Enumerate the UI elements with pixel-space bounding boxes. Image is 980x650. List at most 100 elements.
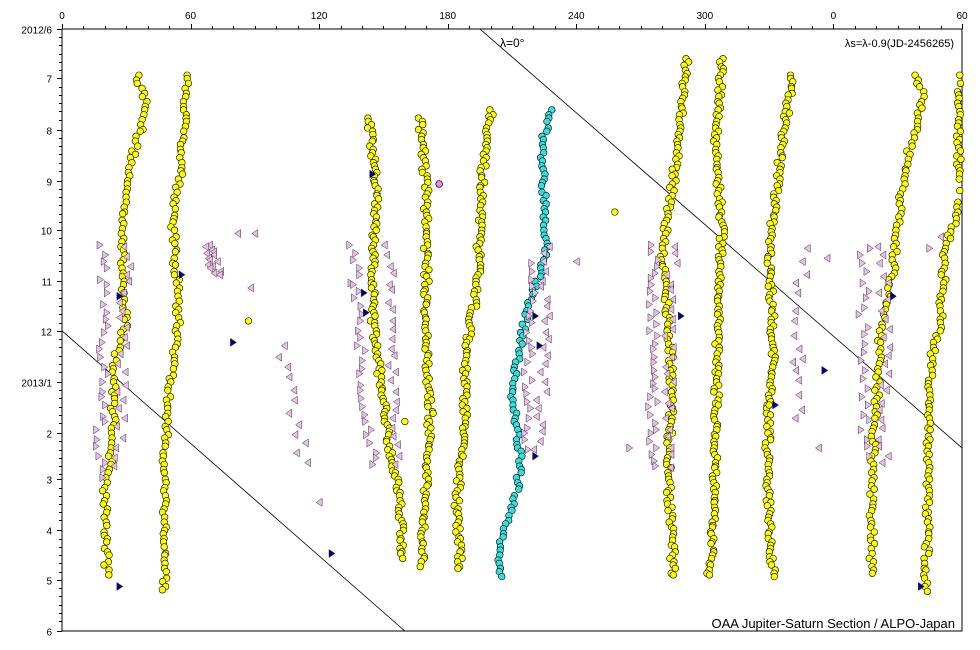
- data-point-triangle: [384, 298, 392, 308]
- data-point-triangle: [93, 441, 100, 451]
- data-point-triangle: [99, 473, 107, 483]
- data-point: [926, 426, 934, 434]
- y-tick-label: 11: [42, 278, 53, 289]
- data-point-triangle: [880, 271, 887, 281]
- data-point: [424, 403, 432, 411]
- data-point-triangle: [859, 278, 867, 288]
- data-point-triangle: [361, 410, 369, 420]
- x-tick-label: 60: [185, 11, 197, 22]
- data-point-triangle: [666, 425, 673, 435]
- data-point: [669, 571, 677, 579]
- data-point-triangle: [384, 360, 392, 370]
- data-point: [872, 373, 880, 381]
- data-point: [499, 533, 507, 541]
- data-point-triangle: [355, 286, 363, 296]
- data-point-triangle: [290, 395, 298, 405]
- y-tick-label: 2012/6: [21, 26, 52, 37]
- data-point-triangle: [126, 262, 134, 271]
- data-point: [136, 127, 144, 135]
- data-point-triangle: [102, 400, 109, 410]
- data-point-triangle: [103, 280, 111, 290]
- data-point-triangle: [795, 344, 803, 354]
- data-point-triangle: [668, 314, 676, 324]
- data-point-triangle: [103, 308, 111, 318]
- data-point: [454, 564, 462, 572]
- data-point-triangle: [664, 431, 671, 441]
- data-point: [763, 502, 771, 510]
- data-point: [244, 317, 253, 325]
- data-point-triangle: [879, 250, 887, 260]
- data-point-triangle: [121, 413, 128, 423]
- data-point: [99, 500, 107, 508]
- data-point-triangle: [794, 288, 802, 298]
- data-point-triangle: [355, 326, 362, 336]
- data-point-triangle: [532, 395, 540, 405]
- data-point: [868, 569, 876, 577]
- data-point-triangle: [369, 459, 377, 469]
- data-point-triangle: [878, 423, 886, 433]
- data-point-triangle: [660, 387, 668, 397]
- data-point: [664, 507, 672, 515]
- data-point-triangle: [671, 248, 679, 258]
- data-point: [870, 539, 879, 548]
- data-point-triangle: [882, 385, 890, 395]
- data-point-triangle: [346, 240, 354, 250]
- data-point-triangle: [120, 242, 128, 252]
- data-point-triangle: [122, 252, 130, 262]
- data-point-triangle: [387, 375, 394, 385]
- data-point-triangle: [790, 316, 798, 326]
- data-point-triangle: [875, 441, 883, 451]
- data-point-triangle: [389, 413, 396, 423]
- data-point-triangle: [543, 387, 550, 397]
- data-point-triangle: [392, 387, 399, 397]
- data-point-triangle: [395, 451, 403, 461]
- data-point: [611, 208, 619, 216]
- data-point-triangle: [528, 258, 536, 268]
- data-point: [870, 528, 878, 536]
- data-point-triangle: [544, 334, 552, 344]
- data-point-triangle: [650, 357, 658, 367]
- data-point-triangle: [526, 336, 533, 346]
- data-point: [710, 388, 718, 396]
- data-point-triangle: [115, 313, 123, 323]
- data-point: [956, 79, 965, 88]
- data-point-triangle: [118, 306, 126, 316]
- data-point-triangle: [663, 369, 671, 379]
- data-point-triangle: [937, 232, 944, 242]
- data-point-triangle: [798, 257, 806, 267]
- data-point: [367, 284, 375, 292]
- data-point-triangle: [865, 323, 872, 332]
- data-point: [871, 386, 879, 394]
- data-point-triangle: [524, 445, 532, 455]
- data-point-triangle: [388, 334, 396, 344]
- data-point-triangle: [392, 397, 400, 407]
- data-point-triangle: [789, 357, 796, 367]
- data-point-triangle: [540, 248, 547, 258]
- data-point-triangle: [864, 441, 871, 451]
- data-point-triangle: [653, 308, 661, 318]
- data-point-triangle: [380, 240, 388, 250]
- data-point-triangle: [865, 400, 872, 410]
- data-point-triangle: [655, 255, 662, 265]
- data-point: [923, 587, 932, 596]
- data-point-triangle: [647, 392, 655, 402]
- data-point: [425, 266, 433, 274]
- data-point: [184, 79, 193, 88]
- data-point-triangle: [538, 426, 546, 436]
- data-point-triangle: [874, 435, 882, 445]
- data-point-triangle: [105, 369, 112, 379]
- data-point-triangle: [667, 352, 675, 362]
- data-point: [175, 297, 183, 305]
- data-point-triangle: [116, 349, 124, 359]
- data-point: [890, 243, 898, 251]
- data-point-triangle: [291, 430, 299, 440]
- data-point-triangle: [876, 380, 884, 390]
- data-point-triangle: [102, 458, 109, 468]
- data-point-triangle: [101, 362, 109, 372]
- data-point-triangle: [542, 266, 549, 276]
- data-point-triangle: [360, 288, 368, 298]
- data-point-triangle: [363, 308, 370, 318]
- data-point-triangle: [647, 410, 655, 420]
- data-point-triangle: [213, 257, 221, 267]
- data-point: [765, 401, 773, 409]
